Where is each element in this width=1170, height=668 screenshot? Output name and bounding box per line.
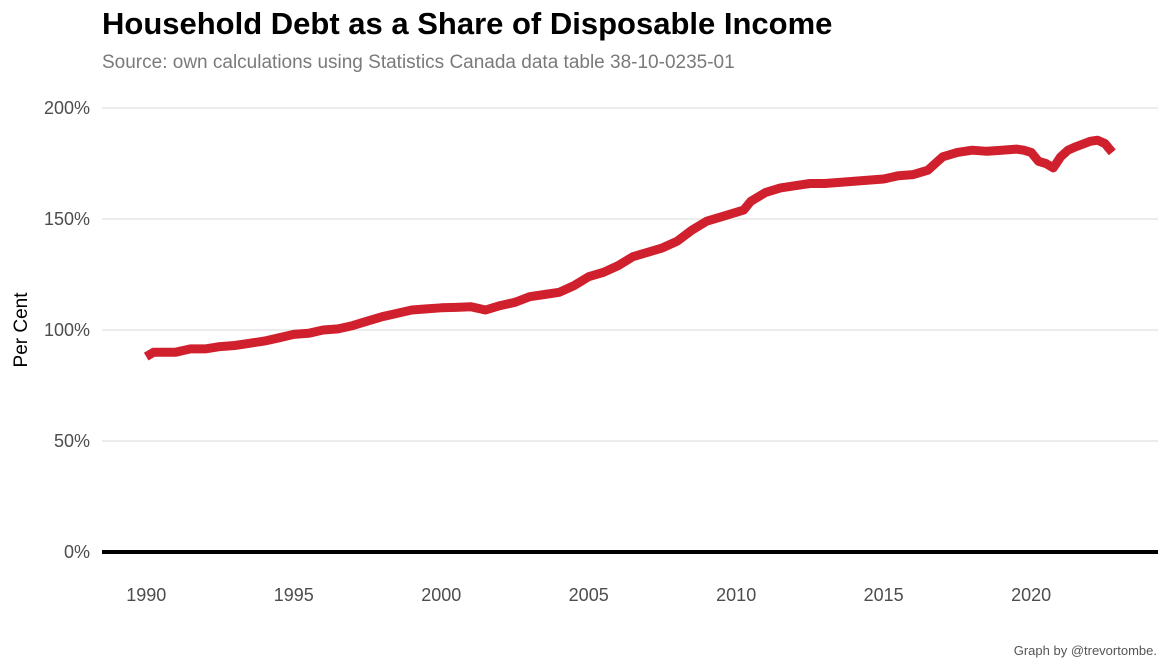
y-tick-label: 100% — [44, 320, 90, 340]
y-tick-label: 50% — [54, 431, 90, 451]
x-tick-label: 2015 — [864, 585, 904, 605]
chart-subtitle: Source: own calculations using Statistic… — [102, 52, 735, 73]
x-axis: 1990 1995 2000 2005 2010 2015 2020 — [126, 585, 1051, 605]
series-layer — [143, 135, 1116, 361]
x-tick-label: 2020 — [1011, 585, 1051, 605]
graph-credit: Graph by @trevortombe. — [1013, 643, 1157, 658]
y-axis-title: Per Cent — [11, 292, 32, 368]
y-tick-label: 150% — [44, 209, 90, 229]
x-tick-label: 1995 — [274, 585, 314, 605]
x-tick-label: 2005 — [569, 585, 609, 605]
x-tick-label: 1990 — [126, 585, 166, 605]
gridlines — [102, 107, 1158, 554]
x-tick-label: 2000 — [421, 585, 461, 605]
y-tick-label: 200% — [44, 98, 90, 118]
debt-share-series-line — [143, 135, 1116, 361]
chart-title: Household Debt as a Share of Disposable … — [102, 6, 833, 41]
y-tick-label: 0% — [64, 542, 90, 562]
x-tick-label: 2010 — [716, 585, 756, 605]
y-axis: 0% 50% 100% 150% 200% — [44, 98, 90, 562]
